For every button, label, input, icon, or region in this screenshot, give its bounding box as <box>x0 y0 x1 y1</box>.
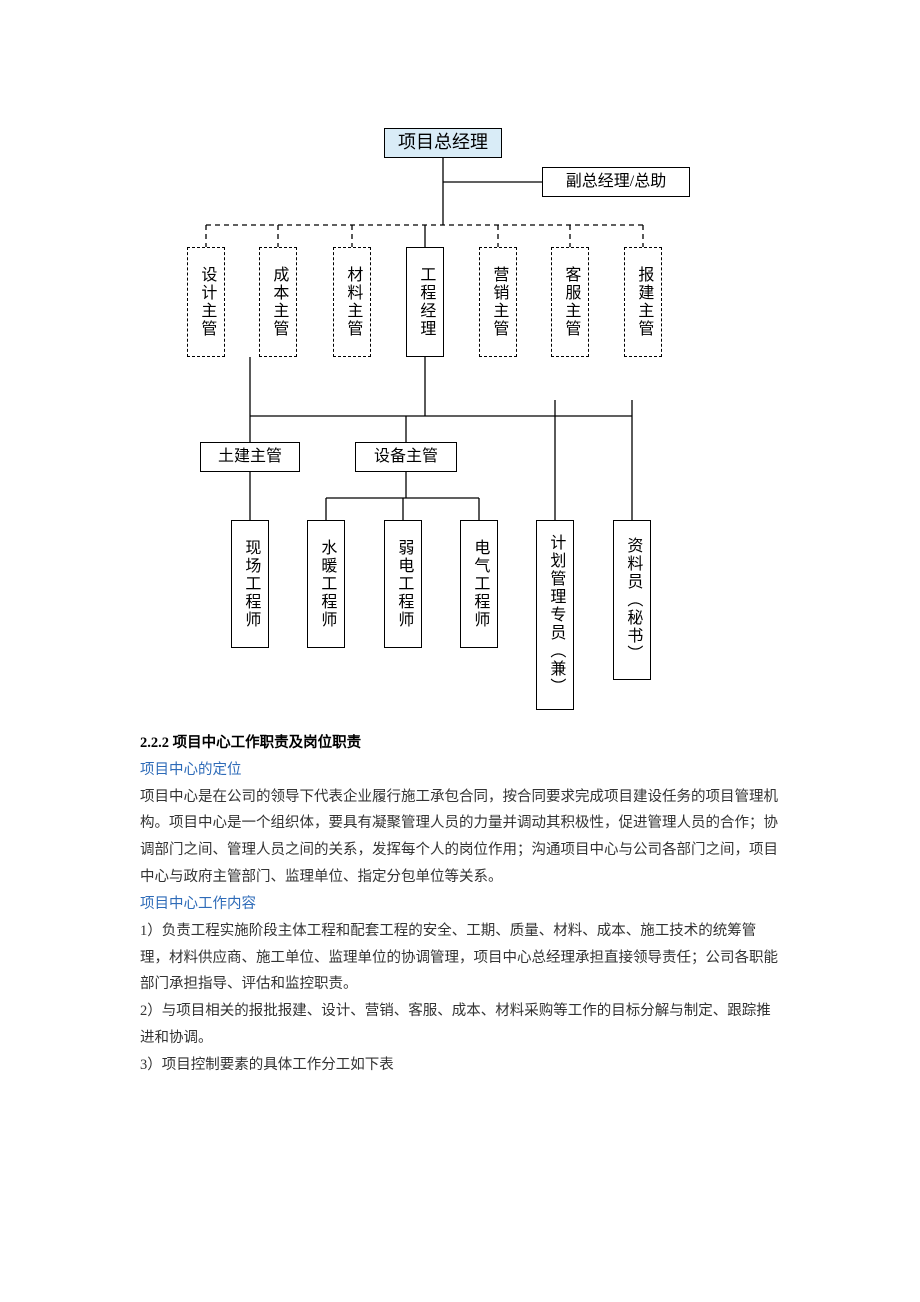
node-elec: 电气工程师 <box>460 520 498 648</box>
node-doc: 资料员（秘书） <box>613 520 651 680</box>
node-plan: 计划管理专员（兼） <box>536 520 574 710</box>
heading-positioning: 项目中心的定位 <box>140 757 780 784</box>
page: 项目总经理 副总经理/总助 设计主管 成本主管 材料主管 工程经理 营销主管 客… <box>0 0 920 1119</box>
paragraph-item-1: 1）负责工程实施阶段主体工程和配套工程的安全、工期、质量、材料、成本、施工技术的… <box>140 918 780 998</box>
node-civil: 土建主管 <box>200 442 300 472</box>
node-equip: 设备主管 <box>355 442 457 472</box>
node-plumb: 水暖工程师 <box>307 520 345 648</box>
node-report: 报建主管 <box>624 247 662 357</box>
heading-content: 项目中心工作内容 <box>140 891 780 918</box>
section-number: 2.2.2 项目中心工作职责及岗位职责 <box>140 730 780 757</box>
node-site: 现场工程师 <box>231 520 269 648</box>
node-cost: 成本主管 <box>259 247 297 357</box>
body-text: 2.2.2 项目中心工作职责及岗位职责 项目中心的定位 项目中心是在公司的领导下… <box>0 730 920 1119</box>
node-sales: 营销主管 <box>479 247 517 357</box>
node-design: 设计主管 <box>187 247 225 357</box>
org-chart: 项目总经理 副总经理/总助 设计主管 成本主管 材料主管 工程经理 营销主管 客… <box>0 0 920 730</box>
paragraph-positioning: 项目中心是在公司的领导下代表企业履行施工承包合同，按合同要求完成项目建设任务的项… <box>140 784 780 891</box>
node-root: 项目总经理 <box>384 128 502 158</box>
node-deputy: 副总经理/总助 <box>542 167 690 197</box>
node-eng: 工程经理 <box>406 247 444 357</box>
node-service: 客服主管 <box>551 247 589 357</box>
paragraph-item-2: 2）与项目相关的报批报建、设计、营销、客服、成本、材料采购等工作的目标分解与制定… <box>140 998 780 1052</box>
node-material: 材料主管 <box>333 247 371 357</box>
paragraph-item-3: 3）项目控制要素的具体工作分工如下表 <box>140 1052 780 1079</box>
node-weak: 弱电工程师 <box>384 520 422 648</box>
